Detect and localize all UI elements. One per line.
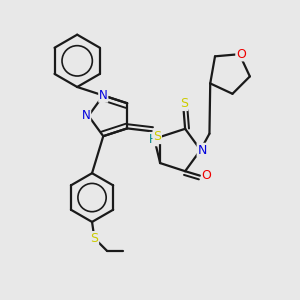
Text: N: N [197,143,207,157]
Text: S: S [90,232,98,245]
Text: O: O [236,48,246,61]
Text: N: N [82,109,91,122]
Text: N: N [99,89,108,102]
Text: H: H [149,133,158,146]
Text: S: S [153,130,161,143]
Text: S: S [180,97,188,110]
Text: O: O [202,169,212,182]
